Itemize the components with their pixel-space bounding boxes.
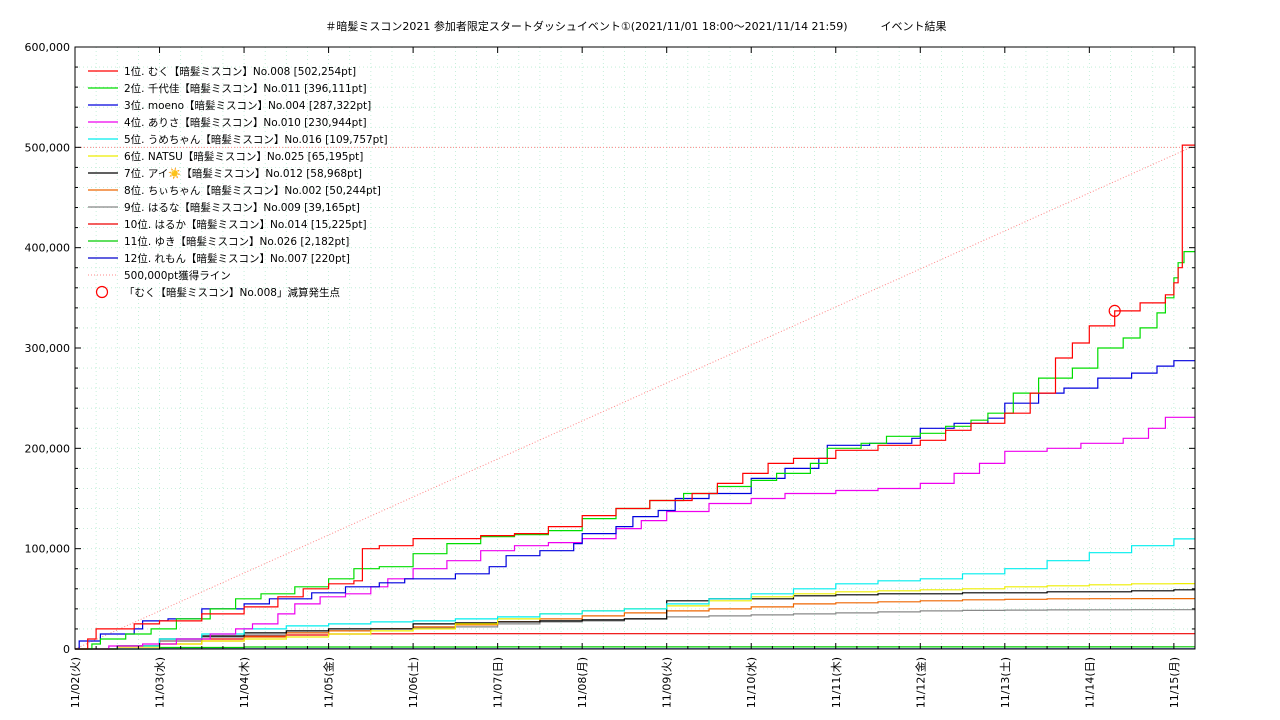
legend-entry-9: 9位. はるな【暗髪ミスコン】No.009 [39,165pt] [124, 201, 360, 214]
legend-entry-6: 6位. NATSU【暗髪ミスコン】No.025 [65,195pt] [124, 150, 363, 163]
legend-entry-5: 5位. うめちゃん【暗髪ミスコン】No.016 [109,757pt] [124, 133, 388, 146]
y-tick-label: 0 [63, 643, 70, 656]
legend-swatch-marker [95, 285, 109, 299]
x-tick-label: 11/09(火) [661, 657, 674, 708]
legend-entry-1: 1位. むく【暗髪ミスコン】No.008 [502,254pt] [124, 65, 356, 78]
chart-title: ＃暗髪ミスコン2021 参加者限定スタートダッシュイベント①(2021/11/0… [325, 19, 946, 33]
y-tick-label: 600,000 [25, 41, 71, 54]
x-tick-label: 11/13(土) [999, 657, 1012, 708]
deduction-marker [1108, 304, 1121, 317]
marker-layer [1108, 304, 1121, 317]
legend-entry-10: 10位. はるか【暗髪ミスコン】No.014 [15,225pt] [124, 218, 367, 231]
x-tick-label: 11/04(木) [238, 657, 251, 708]
legend-entry-marker: 「むく【暗髪ミスコン】No.008」減算発生点 [124, 286, 340, 299]
legend-entry-11: 11位. ゆき【暗髪ミスコン】No.026 [2,182pt] [124, 235, 349, 248]
series-line-2 [75, 251, 1195, 650]
x-tick-label: 11/07(日) [492, 657, 505, 708]
x-tick-label: 11/14(日) [1083, 657, 1096, 708]
x-tick-label: 11/10(水) [745, 657, 758, 708]
y-tick-label: 400,000 [25, 242, 71, 255]
y-tick-label: 100,000 [25, 543, 71, 556]
y-tick-label: 500,000 [25, 141, 71, 154]
y-tick-label: 300,000 [25, 342, 71, 355]
x-tick-label: 11/02(火) [69, 657, 82, 708]
series-line-3 [75, 360, 1195, 650]
x-tick-label: 11/05(金) [322, 657, 336, 708]
x-tick-label: 11/06(土) [407, 657, 420, 708]
legend-entry-4: 4位. ありさ【暗髪ミスコン】No.010 [230,944pt] [124, 116, 367, 129]
legend-entry-3: 3位. moeno【暗髪ミスコン】No.004 [287,322pt] [124, 99, 371, 112]
legend-entry-8: 8位. ちぃちゃん【暗髪ミスコン】No.002 [50,244pt] [124, 184, 381, 197]
series-line-5 [75, 538, 1195, 650]
series-line-8 [75, 598, 1195, 650]
legend-entry-2: 2位. 千代佳【暗髪ミスコン】No.011 [396,111pt] [124, 82, 367, 95]
target-line-layer [74, 146, 1195, 650]
y-tick-label: 200,000 [25, 442, 71, 455]
legend-entry-12: 12位. れもん【暗髪ミスコン】No.007 [220pt] [124, 252, 350, 265]
legend: 1位. むく【暗髪ミスコン】No.008 [502,254pt] 2位. 千代佳【… [88, 65, 388, 299]
series-line-1 [75, 144, 1195, 650]
x-tick-label: 11/15(月) [1168, 657, 1181, 708]
legend-entry-7: 7位. アイ☀️【暗髪ミスコン】No.012 [58,968pt] [124, 167, 362, 180]
x-tick-label: 11/03(水) [154, 657, 167, 708]
legend-entry-target: 500,000pt獲得ライン [124, 269, 231, 282]
x-tick-label: 11/08(月) [576, 657, 589, 708]
x-tick-label: 11/11(木) [830, 657, 843, 708]
x-tick-label: 11/12(金) [913, 657, 927, 708]
axes: 0 100,000 200,000 300,000 400,000 500,000 600,… [25, 41, 1195, 708]
